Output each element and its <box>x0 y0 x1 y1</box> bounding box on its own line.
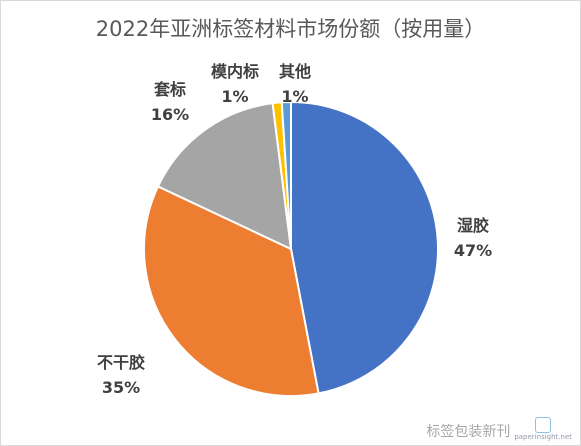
slice-value-label: 1% <box>281 87 308 106</box>
slice-label: 湿胶 <box>456 216 489 235</box>
pie-slice <box>280 100 292 250</box>
chart-title: 2022年亚洲标签材料市场份额（按用量） <box>95 17 486 41</box>
shield-icon <box>535 417 552 433</box>
slice-value-label: 1% <box>221 87 248 106</box>
slice-value-label: 16% <box>151 105 189 124</box>
slice-value-label: 47% <box>454 241 492 260</box>
slice-label: 不干胶 <box>97 353 145 372</box>
watermark-logo: paperinsight.net <box>514 417 572 441</box>
slice-label: 套标 <box>153 80 186 99</box>
pie-slice <box>290 100 440 395</box>
slice-label: 模内标 <box>211 62 259 81</box>
watermark-site: paperinsight.net <box>514 433 572 441</box>
slice-value-label: 35% <box>102 378 140 397</box>
watermark-text: 标签包装新刊 <box>426 424 511 440</box>
pie-slice <box>143 185 320 397</box>
pie-slice <box>156 102 293 251</box>
slice-label: 其他 <box>279 62 311 81</box>
watermark: 标签包装新刊 paperinsight.net <box>426 417 572 441</box>
